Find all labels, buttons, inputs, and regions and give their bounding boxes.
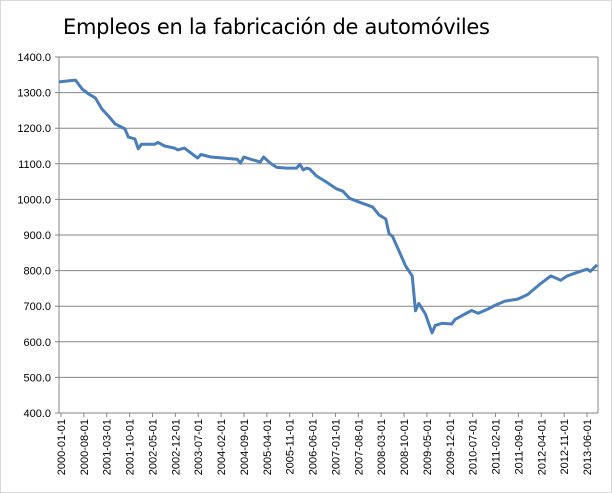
x-tick-label: 2001-03-01 bbox=[102, 419, 114, 475]
x-tick-label: 2012-11-01 bbox=[559, 419, 571, 474]
chart-title: Empleos en la fabricación de automóviles bbox=[63, 15, 490, 39]
series-lines bbox=[58, 78, 599, 335]
x-tick-label: 2005-04-01 bbox=[262, 419, 274, 475]
x-tick-label: 2011-09-01 bbox=[513, 419, 525, 474]
x-tick-label: 2008-10-01 bbox=[399, 419, 411, 475]
x-tick-label: 2003-07-01 bbox=[193, 419, 205, 475]
x-tick-label: 2005-11-01 bbox=[285, 419, 297, 474]
y-tick-label: 1300.0 bbox=[17, 88, 51, 100]
y-tick-label: 1200.0 bbox=[17, 123, 51, 135]
gridlines bbox=[55, 56, 599, 417]
x-tick-label: 2009-12-01 bbox=[445, 419, 457, 475]
x-tick-label: 2002-05-01 bbox=[147, 419, 159, 475]
x-tick-label: 2007-08-01 bbox=[353, 419, 365, 475]
x-tick-label: 2000-01-01 bbox=[56, 419, 68, 475]
y-tick-label: 1000.0 bbox=[17, 194, 51, 206]
x-tick-label: 2007-01-01 bbox=[330, 419, 342, 475]
y-tick-label: 600.0 bbox=[23, 337, 51, 349]
x-tick-label: 2011-02-01 bbox=[491, 419, 503, 474]
x-tick-label: 2000-08-01 bbox=[79, 419, 91, 475]
x-tick-label: 2004-09-01 bbox=[239, 419, 251, 475]
x-axis-ticks: 2000-01-01 2000-08-01 2001-03-01 2001-10-01… bbox=[56, 419, 594, 475]
x-tick-label: 2001-10-01 bbox=[125, 419, 137, 475]
x-tick-label: 2004-02-01 bbox=[216, 419, 228, 475]
y-tick-label: 800.0 bbox=[23, 266, 51, 278]
y-axis-ticks: 400.0 500.0 600.0 700.0 800.0 900.0 1000.0 1100… bbox=[17, 52, 51, 420]
x-tick-label: 2009-05-01 bbox=[422, 419, 434, 475]
x-tick-label: 2010-07-01 bbox=[468, 419, 480, 475]
y-tick-label: 1400.0 bbox=[17, 52, 51, 64]
x-tick-label: 2012-04-01 bbox=[536, 419, 548, 475]
y-tick-label: 500.0 bbox=[23, 372, 51, 384]
y-tick-label: 1100.0 bbox=[18, 159, 51, 171]
y-tick-label: 900.0 bbox=[23, 230, 51, 242]
x-tick-label: 2008-03-01 bbox=[376, 419, 388, 475]
y-tick-label: 400.0 bbox=[23, 408, 51, 420]
x-tick-label: 2006-06-01 bbox=[308, 419, 320, 475]
series-line-empleos bbox=[58, 78, 599, 335]
y-tick-label: 700.0 bbox=[23, 301, 51, 313]
x-tick-label: 2002-12-01 bbox=[170, 419, 182, 475]
x-tick-label: 2013-06-01 bbox=[582, 419, 594, 475]
